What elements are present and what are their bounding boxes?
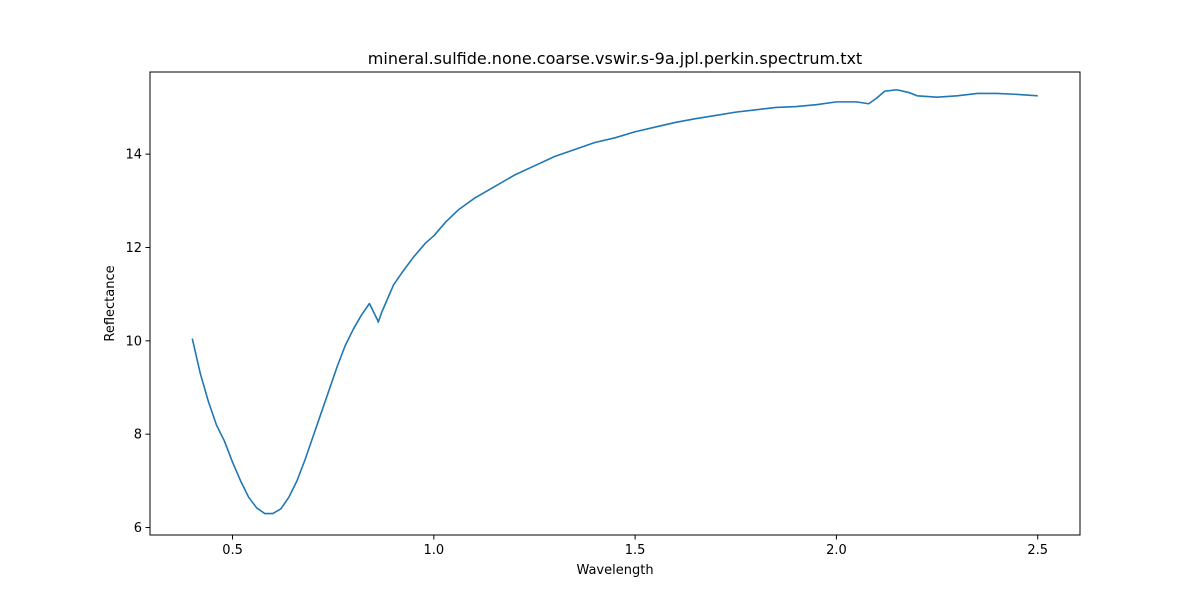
plot-frame <box>149 71 1081 536</box>
y-tick-label: 6 <box>134 521 142 536</box>
x-tick-label: 2.0 <box>826 543 847 558</box>
x-tick-label: 1.5 <box>625 543 646 558</box>
plot-area <box>191 88 1038 515</box>
y-tick-label: 14 <box>125 148 142 163</box>
chart-title: mineral.sulfide.none.coarse.vswir.s-9a.j… <box>368 49 862 68</box>
x-tick-label: 0.5 <box>222 543 243 558</box>
x-tick-label: 1.0 <box>423 543 444 558</box>
y-tick-label: 10 <box>125 334 142 349</box>
y-tick-label: 12 <box>125 241 142 256</box>
y-tick-label: 8 <box>134 428 142 443</box>
x-axis-label: Wavelength <box>576 563 653 578</box>
x-axis: 0.5 1.0 1.5 2.0 2.5 <box>222 535 1048 558</box>
x-tick-label: 2.5 <box>1027 543 1048 558</box>
y-axis-label: Reflectance <box>103 265 118 341</box>
spectrum-line <box>191 88 1038 515</box>
y-axis: 6 8 10 12 14 <box>125 148 150 536</box>
